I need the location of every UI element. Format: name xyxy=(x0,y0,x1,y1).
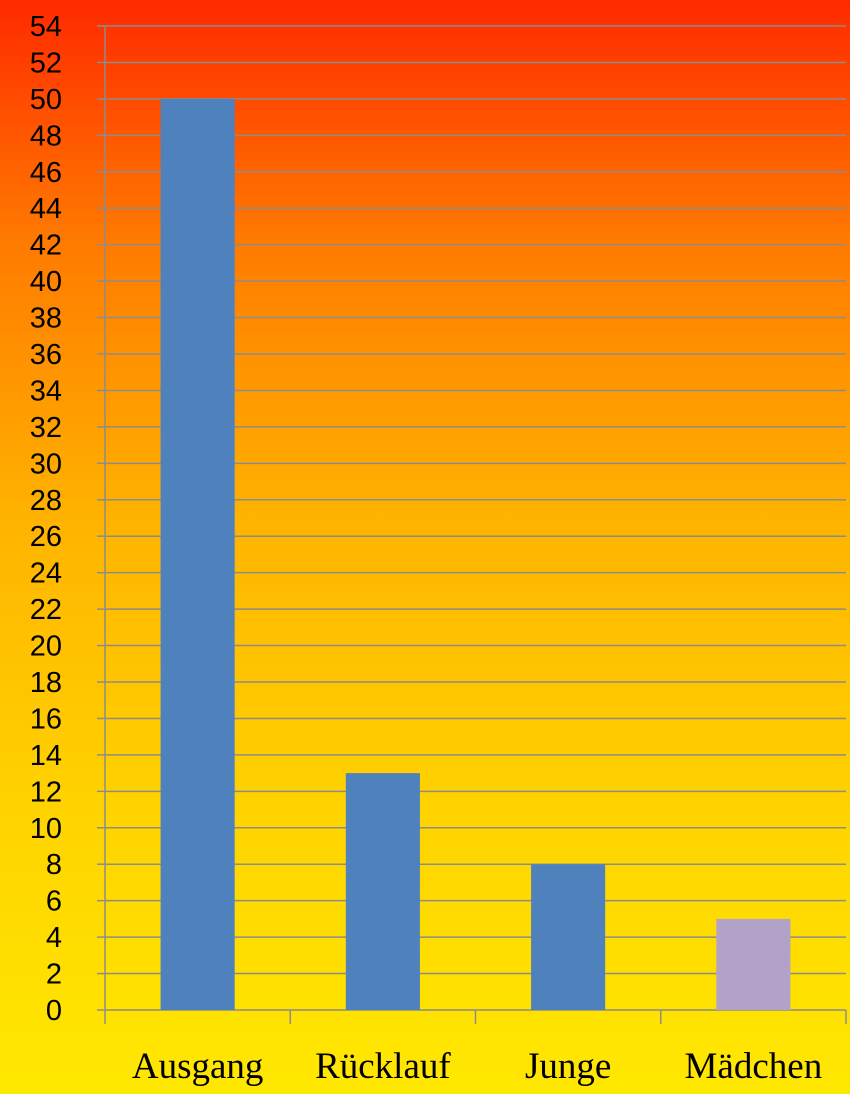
y-tick-label: 34 xyxy=(30,375,62,407)
bar-0 xyxy=(160,98,235,1010)
y-tick-label: 2 xyxy=(46,959,62,991)
bar-3 xyxy=(716,918,791,1010)
y-tick-label: 50 xyxy=(30,84,62,116)
y-tick-label: 54 xyxy=(30,11,62,43)
bar-1 xyxy=(345,773,420,1010)
y-tick-label: 30 xyxy=(30,448,62,480)
y-tick-label: 36 xyxy=(30,339,62,371)
y-tick-label: 0 xyxy=(46,995,62,1027)
x-axis-ticks: Ausgang Rücklauf Junge Mädchen xyxy=(132,1046,822,1087)
y-tick-label: 12 xyxy=(30,776,62,808)
x-tick-label: Junge xyxy=(525,1046,611,1087)
y-tick-label: 46 xyxy=(30,157,62,189)
y-tick-label: 42 xyxy=(30,230,62,262)
y-tick-label: 44 xyxy=(30,193,62,225)
y-tick-label: 52 xyxy=(30,47,62,79)
y-tick-label: 6 xyxy=(46,886,62,918)
y-tick-label: 32 xyxy=(30,412,62,444)
y-tick-label: 8 xyxy=(46,849,62,881)
x-tick-label: Rücklauf xyxy=(315,1046,451,1087)
bars xyxy=(160,98,791,1010)
y-tick-label: 4 xyxy=(46,922,62,954)
y-tick-label: 48 xyxy=(30,120,62,152)
y-tick-label: 14 xyxy=(30,740,62,772)
x-tick-label: Ausgang xyxy=(132,1046,264,1087)
y-tick-label: 22 xyxy=(30,594,62,626)
y-tick-label: 18 xyxy=(30,667,62,699)
y-tick-label: 26 xyxy=(30,521,62,553)
y-tick-label: 10 xyxy=(30,813,62,845)
x-tick-label: Mädchen xyxy=(685,1046,823,1087)
y-tick-label: 20 xyxy=(30,631,62,663)
y-tick-label: 38 xyxy=(30,303,62,335)
y-tick-label: 28 xyxy=(30,485,62,517)
y-tick-label: 16 xyxy=(30,703,62,735)
y-tick-label: 24 xyxy=(30,558,62,590)
bar-2 xyxy=(531,864,606,1010)
y-axis-ticks: 0246810121416182022242628303234363840424… xyxy=(30,11,62,1027)
y-tick-label: 40 xyxy=(30,266,62,298)
